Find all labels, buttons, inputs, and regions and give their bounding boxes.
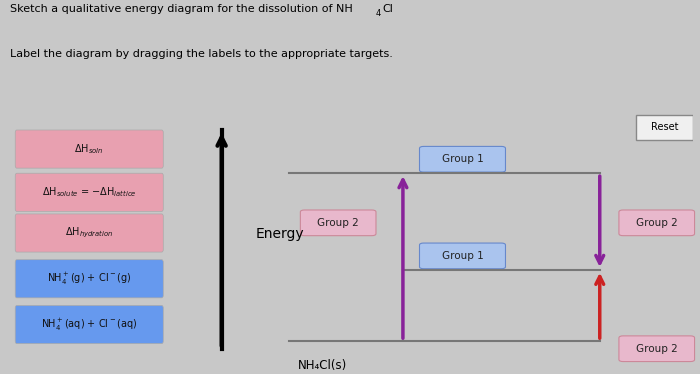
Text: Reset: Reset (651, 122, 678, 132)
Text: Group 2: Group 2 (317, 218, 359, 228)
Text: ΔH$_{hydration}$: ΔH$_{hydration}$ (65, 226, 113, 240)
Text: ΔH$_{solute}$ = −ΔH$_{lattice}$: ΔH$_{solute}$ = −ΔH$_{lattice}$ (42, 186, 136, 199)
FancyBboxPatch shape (300, 210, 376, 236)
Text: NH$_4^+$(g) + Cl$^-$(g): NH$_4^+$(g) + Cl$^-$(g) (47, 271, 132, 287)
Text: Cl: Cl (382, 4, 393, 14)
FancyBboxPatch shape (636, 115, 693, 140)
FancyBboxPatch shape (419, 243, 505, 269)
Text: Sketch a qualitative energy diagram for the dissolution of NH: Sketch a qualitative energy diagram for … (10, 4, 354, 14)
Text: NH$_4^+$(aq) + Cl$^-$(aq): NH$_4^+$(aq) + Cl$^-$(aq) (41, 316, 137, 332)
FancyBboxPatch shape (15, 306, 163, 344)
Text: Group 2: Group 2 (636, 344, 678, 354)
FancyBboxPatch shape (419, 146, 505, 172)
FancyBboxPatch shape (15, 130, 163, 168)
FancyBboxPatch shape (15, 260, 163, 298)
Text: Label the diagram by dragging the labels to the appropriate targets.: Label the diagram by dragging the labels… (10, 49, 393, 59)
Text: ΔH$_{soln}$: ΔH$_{soln}$ (74, 142, 104, 156)
FancyBboxPatch shape (619, 336, 694, 362)
Text: Group 1: Group 1 (442, 154, 484, 164)
FancyBboxPatch shape (15, 173, 163, 211)
Text: Group 1: Group 1 (442, 251, 484, 261)
FancyBboxPatch shape (619, 210, 694, 236)
Text: NH₄Cl(s): NH₄Cl(s) (298, 359, 347, 372)
Text: Energy: Energy (256, 227, 304, 241)
Text: 4: 4 (375, 9, 381, 18)
FancyBboxPatch shape (15, 214, 163, 252)
Text: Group 2: Group 2 (636, 218, 678, 228)
